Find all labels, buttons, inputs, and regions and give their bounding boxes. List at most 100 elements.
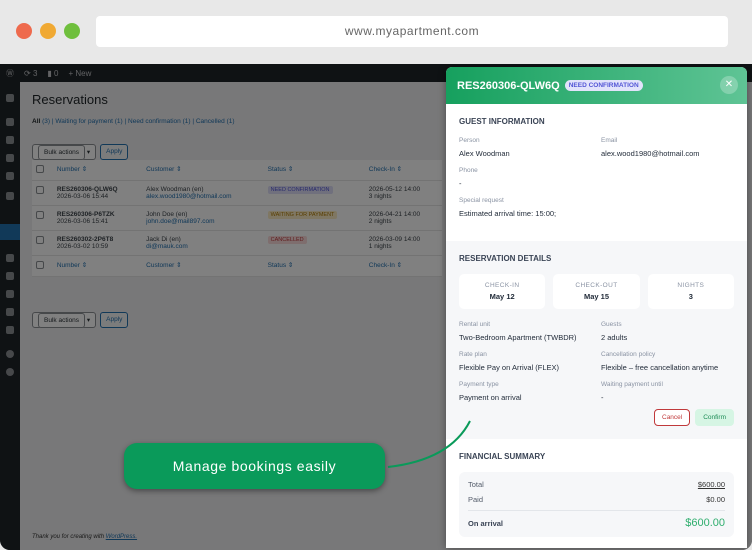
column-label: Number [56, 166, 80, 173]
nights-value: 3 [688, 292, 693, 301]
total-value[interactable]: $600.00 [697, 480, 725, 489]
status-badge: NEED CONFIRMATION [267, 186, 333, 194]
column-status[interactable]: Status ⇕ [267, 262, 294, 269]
filter-need-confirmation[interactable]: Need confirmation (1) [128, 118, 191, 125]
settings-icon[interactable] [6, 326, 14, 334]
nights: 1 nights [368, 243, 392, 250]
close-icon[interactable]: ✕ [720, 76, 738, 94]
panel-header: RES260306-QLW6Q NEED CONFIRMATION ✕ [446, 67, 747, 104]
column-label: Check-In [368, 262, 395, 269]
address-bar[interactable]: www.myapartment.com [96, 16, 728, 47]
updates-link[interactable]: ⟳ 3 [24, 68, 38, 78]
wordpress-logo-icon[interactable]: Ⓦ [6, 68, 14, 78]
filter-count: (1) [114, 118, 123, 125]
pages-icon[interactable] [6, 154, 14, 162]
customer-name: John Doe (en) [146, 211, 188, 218]
posts-icon[interactable] [6, 118, 14, 126]
bulk-actions-select[interactable]: Bulk actions ▾ [32, 144, 97, 160]
select-all-checkbox[interactable] [36, 261, 44, 269]
apply-button[interactable]: Apply [100, 144, 129, 160]
filter-waiting[interactable]: Waiting for payment (1) [55, 118, 122, 125]
row-checkbox[interactable] [36, 236, 44, 244]
admin-sidebar [0, 82, 20, 550]
comments-icon[interactable] [6, 172, 14, 180]
checkout-label: CHECK-OUT [575, 282, 618, 289]
row-checkbox[interactable] [36, 211, 44, 219]
filter-cancelled[interactable]: Cancelled (1) [196, 118, 235, 125]
appearance-icon[interactable] [6, 254, 14, 262]
column-checkin[interactable]: Check-In ⇕ [368, 262, 403, 269]
comments-count: 0 [54, 68, 59, 78]
close-window-button[interactable] [16, 23, 32, 39]
nights: 2 nights [368, 218, 392, 225]
cancellation-policy-label: Cancellation policy [601, 351, 656, 358]
rental-unit-value: Two-Bedroom Apartment (TWBDR) [459, 333, 577, 342]
column-customer[interactable]: Customer ⇕ [146, 262, 182, 269]
phone-value: - [459, 179, 462, 188]
checkin-date: 2026-04-21 14:00 [368, 211, 421, 218]
paid-label: Paid [468, 495, 484, 504]
filter-label: Need confirmation [128, 118, 181, 125]
reservation-number[interactable]: RES260306-QLW6Q [56, 186, 118, 193]
select-all-checkbox[interactable] [36, 165, 44, 173]
waiting-payment-value: - [601, 393, 604, 402]
checkout-card: CHECK-OUT May 15 [553, 274, 640, 309]
waiting-payment-label: Waiting payment until [601, 381, 663, 388]
collapse-icon[interactable] [6, 368, 14, 376]
column-customer[interactable]: Customer ⇕ [146, 166, 182, 173]
cancellation-policy-value: Flexible – free cancellation anytime [601, 363, 719, 372]
table-row[interactable]: RES260306-QLW6Q 2026-03-06 15:44 Alex Wood… [32, 181, 442, 206]
bulk-actions-bottom: Bulk actions ▾ Apply [32, 312, 129, 328]
checkin-value: May 12 [489, 292, 515, 301]
gear-icon[interactable] [6, 350, 14, 358]
users-icon[interactable] [6, 290, 14, 298]
maximize-window-button[interactable] [64, 23, 80, 39]
section-title: RESERVATION DETAILS [459, 254, 552, 263]
customer-email[interactable]: alex.wood1980@hotmail.com [146, 193, 232, 200]
column-label: Check-In [368, 166, 395, 173]
sidebar-item-reservations[interactable] [0, 224, 20, 240]
browser-chrome: www.myapartment.com [0, 0, 752, 64]
checkout-value: May 15 [583, 292, 609, 301]
bulk-actions-label: Bulk actions [38, 313, 86, 328]
special-request-value: Estimated arrival time: 15:00; [459, 209, 557, 218]
table-row[interactable]: RES260302-2P6T8 2026-03-02 10:59 Jack Di (… [32, 231, 442, 256]
payment-type-value: Payment on arrival [459, 393, 522, 402]
reservation-number[interactable]: RES260302-2P6T8 [56, 236, 114, 243]
total-label: Total [468, 480, 484, 489]
comments-link[interactable]: ▮ 0 [47, 68, 59, 78]
column-status[interactable]: Status ⇕ [267, 166, 294, 173]
media-icon[interactable] [6, 136, 14, 144]
customer-email[interactable]: john.doe@mail897.com [146, 218, 215, 225]
checkin-date: 2026-03-09 14:00 [368, 236, 421, 243]
reservation-number[interactable]: RES260306-P6TZK [56, 211, 115, 218]
confirm-button[interactable]: Confirm [695, 409, 734, 426]
row-checkbox[interactable] [36, 186, 44, 194]
footer-text: Thank you for creating with [32, 534, 105, 540]
column-number[interactable]: Number ⇕ [56, 262, 88, 269]
dashboard-icon[interactable] [6, 94, 14, 102]
bulk-actions-top: Bulk actions ▾ Apply [32, 144, 129, 160]
home-icon[interactable] [6, 192, 14, 200]
column-checkin[interactable]: Check-In ⇕ [368, 166, 403, 173]
financial-summary: FINANCIAL SUMMARY Total $600.00 Paid $0.00… [446, 439, 747, 547]
customer-email[interactable]: di@mauk.com [146, 243, 188, 250]
wordpress-link[interactable]: WordPress. [105, 534, 138, 540]
section-title: FINANCIAL SUMMARY [459, 452, 546, 461]
minimize-window-button[interactable] [40, 23, 56, 39]
tools-icon[interactable] [6, 308, 14, 316]
apply-button[interactable]: Apply [100, 312, 129, 328]
guests-value: 2 adults [601, 333, 628, 342]
status-badge: CANCELLED [267, 236, 307, 244]
plugins-icon[interactable] [6, 272, 14, 280]
table-row[interactable]: RES260306-P6TZK 2026-03-06 15:41 John Doe … [32, 206, 442, 231]
column-label: Number [56, 262, 80, 269]
cancel-button[interactable]: Cancel [654, 409, 691, 426]
filter-all[interactable]: All [32, 118, 40, 125]
table-footer: Number ⇕ Customer ⇕ Status ⇕ Check-In ⇕ [32, 256, 442, 277]
created-date: 2026-03-02 10:59 [56, 243, 109, 250]
filter-label: Cancelled [195, 118, 225, 125]
bulk-actions-select[interactable]: Bulk actions ▾ [32, 312, 97, 328]
new-link[interactable]: + New [68, 68, 92, 78]
column-number[interactable]: Number ⇕ [56, 166, 88, 173]
